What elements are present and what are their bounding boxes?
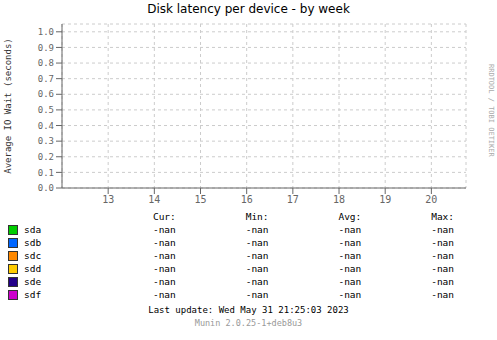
svg-text:0.4: 0.4 xyxy=(38,121,54,131)
html-text:-nan: -nan xyxy=(338,237,362,248)
svg-text:17: 17 xyxy=(287,194,299,205)
svg-text:19: 19 xyxy=(379,194,391,205)
html-text:-nan: -nan xyxy=(431,250,455,261)
html-text:-nan: -nan xyxy=(152,289,176,300)
html-text:sda: sda xyxy=(24,224,42,235)
html-text:-nan: -nan xyxy=(245,237,269,248)
html-text:-nan: -nan xyxy=(431,276,455,287)
svg-text:1.0: 1.0 xyxy=(38,27,54,37)
html-text:-nan: -nan xyxy=(338,263,362,274)
svg-text:0.0: 0.0 xyxy=(38,183,54,193)
html-text:sdb: sdb xyxy=(24,237,42,248)
html-text:-nan: -nan xyxy=(245,224,269,235)
svg-text:0.9: 0.9 xyxy=(38,43,54,53)
svg-text:20: 20 xyxy=(425,194,437,205)
html-text:sdc: sdc xyxy=(24,250,42,261)
svg-text:0.7: 0.7 xyxy=(38,74,54,84)
svg-text:14: 14 xyxy=(148,194,160,205)
html-text:Disk latency per device - by w: Disk latency per device - by week xyxy=(147,2,350,16)
html-text:Avg:: Avg: xyxy=(338,211,362,222)
svg-text:18: 18 xyxy=(333,194,345,205)
html-text:-nan: -nan xyxy=(152,224,176,235)
svg-text:15: 15 xyxy=(194,194,206,205)
html-text:sdf: sdf xyxy=(24,289,42,300)
html-text:-nan: -nan xyxy=(245,276,269,287)
html-text:-nan: -nan xyxy=(338,276,362,287)
html-text:Min:: Min: xyxy=(245,211,269,222)
html-text:-nan: -nan xyxy=(431,237,455,248)
html-text:sde: sde xyxy=(24,276,42,287)
html-text:-nan: -nan xyxy=(338,289,362,300)
html-text:-nan: -nan xyxy=(152,237,176,248)
html-text:-nan: -nan xyxy=(152,263,176,274)
svg-text:16: 16 xyxy=(241,194,253,205)
svg-text:0.1: 0.1 xyxy=(38,168,54,178)
svg-text:0.3: 0.3 xyxy=(38,136,54,146)
html-text:-nan: -nan xyxy=(152,250,176,261)
html-text:-nan: -nan xyxy=(338,224,362,235)
html-text:Cur:: Cur: xyxy=(152,211,176,222)
svg-text:0.2: 0.2 xyxy=(38,152,54,162)
html-text:-nan: -nan xyxy=(245,263,269,274)
html-text:-nan: -nan xyxy=(245,250,269,261)
html-text:-nan: -nan xyxy=(431,289,455,300)
svg-text:0.5: 0.5 xyxy=(38,105,54,115)
html-text:-nan: -nan xyxy=(152,276,176,287)
html-text:Last update: Wed May 31 21:25:: Last update: Wed May 31 21:25:03 2023 xyxy=(148,305,349,315)
html-text:-nan: -nan xyxy=(245,289,269,300)
html-text:Munin 2.0.25-1+deb8u3: Munin 2.0.25-1+deb8u3 xyxy=(194,318,303,328)
html-text:-nan: -nan xyxy=(431,224,455,235)
svg-text:Average IO Wait (seconds): Average IO Wait (seconds) xyxy=(8,38,13,173)
svg-text:13: 13 xyxy=(102,194,114,205)
html-text:Max:: Max: xyxy=(431,211,455,222)
html-text:-nan: -nan xyxy=(338,250,362,261)
svg-text:0.6: 0.6 xyxy=(38,89,54,99)
html-text:RRDTOOL / TOBI OETIKER: RRDTOOL / TOBI OETIKER xyxy=(487,63,495,157)
svg-text:0.8: 0.8 xyxy=(38,58,54,68)
html-text:-nan: -nan xyxy=(431,263,455,274)
html-text:sdd: sdd xyxy=(24,263,42,274)
